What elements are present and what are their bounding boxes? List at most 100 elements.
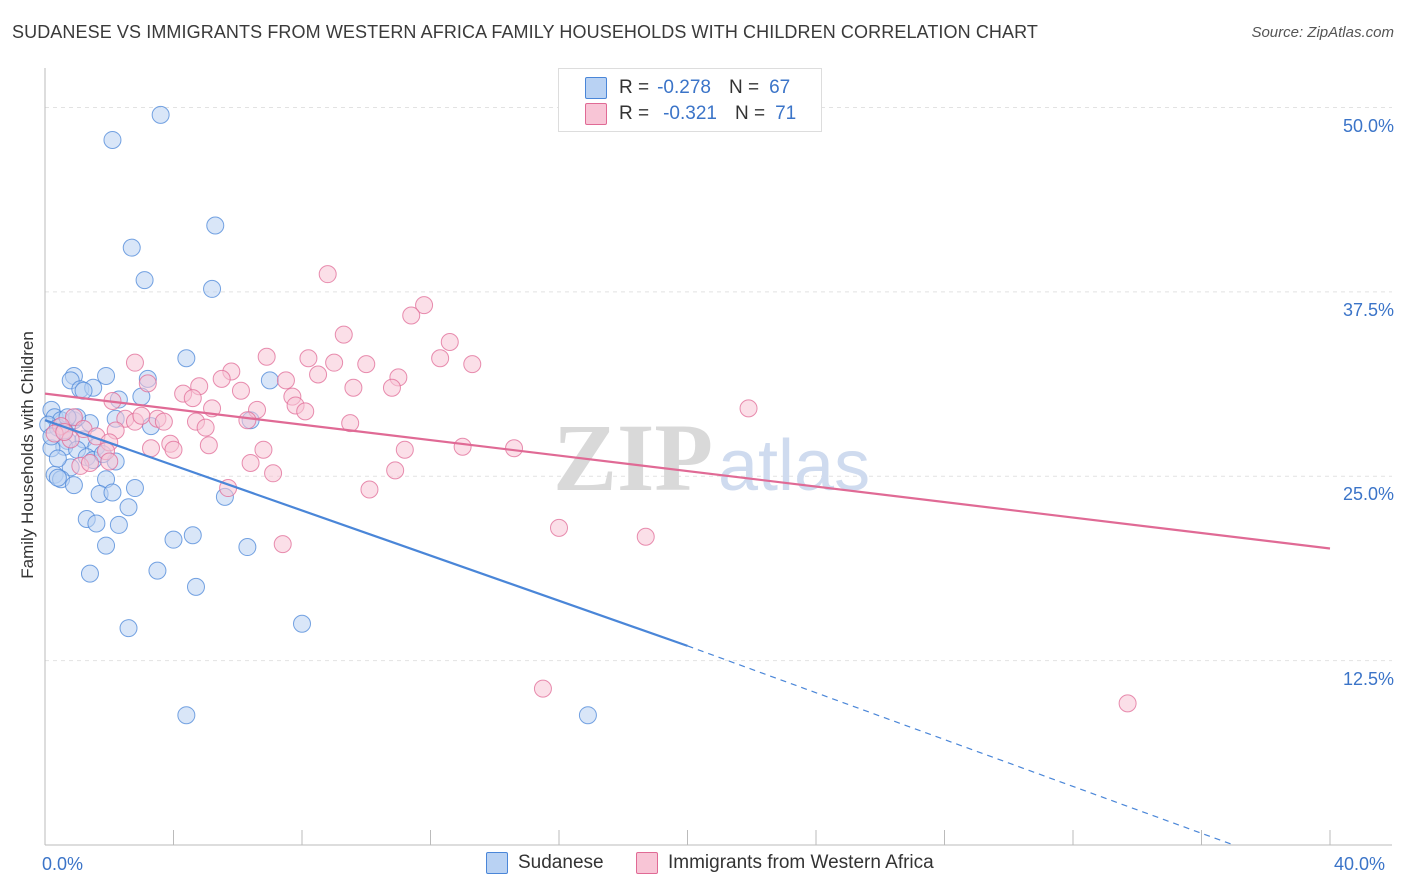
point-western-africa xyxy=(550,518,568,537)
point-western-africa xyxy=(100,452,119,471)
watermark-atlas: atlas xyxy=(718,426,870,506)
trend-line-western-africa xyxy=(44,392,1331,550)
point-sudanese xyxy=(87,514,106,533)
point-sudanese xyxy=(203,279,222,298)
legend-n-label: N = xyxy=(734,103,766,124)
point-sudanese xyxy=(578,706,597,725)
point-western-africa xyxy=(382,378,401,397)
y-tick-label: 25.0% xyxy=(1342,484,1394,505)
x-tick-label-max: 40.0% xyxy=(1334,854,1386,874)
point-western-africa xyxy=(636,527,655,546)
point-western-africa xyxy=(325,353,344,372)
axes xyxy=(44,68,1392,846)
point-western-africa xyxy=(241,453,260,472)
point-sudanese xyxy=(151,105,170,124)
point-western-africa xyxy=(386,461,405,480)
point-western-africa xyxy=(64,408,83,427)
point-sudanese xyxy=(293,614,311,633)
point-western-africa xyxy=(453,437,472,456)
point-western-africa xyxy=(1118,694,1137,713)
legend-r-label: R = xyxy=(619,103,650,124)
point-sudanese xyxy=(103,483,122,502)
y-tick-label: 12.5% xyxy=(1342,668,1394,689)
data-points xyxy=(39,105,1137,725)
point-western-africa xyxy=(212,369,231,388)
point-western-africa xyxy=(254,440,273,459)
point-western-africa xyxy=(402,306,421,325)
point-sudanese xyxy=(64,476,83,495)
chart-title: SUDANESE VS IMMIGRANTS FROM WESTERN AFRI… xyxy=(12,22,1038,42)
point-western-africa xyxy=(231,381,250,400)
bottom-legend-western-africa: Immigrants from Western Africa xyxy=(636,852,934,874)
legend-swatch-sudanese xyxy=(585,77,607,99)
point-western-africa xyxy=(357,355,376,374)
point-sudanese xyxy=(177,349,196,368)
point-western-africa xyxy=(142,439,161,458)
point-western-africa xyxy=(318,265,337,284)
point-western-africa xyxy=(273,535,292,554)
legend-n-label: N = xyxy=(728,77,760,98)
point-sudanese xyxy=(206,216,225,235)
point-sudanese xyxy=(103,130,122,149)
point-western-africa xyxy=(395,440,414,459)
point-western-africa xyxy=(344,378,363,397)
point-sudanese xyxy=(135,271,154,290)
legend-r-value: -0.278 xyxy=(657,77,711,98)
point-western-africa xyxy=(739,399,758,418)
point-sudanese xyxy=(122,238,141,257)
legend-row-sudanese: R = -0.278 N = 67 xyxy=(585,76,790,100)
point-western-africa xyxy=(296,402,315,421)
point-western-africa xyxy=(505,439,524,458)
point-western-africa xyxy=(309,365,328,384)
legend-r-value: -0.321 xyxy=(663,103,717,124)
point-sudanese xyxy=(97,536,116,555)
point-sudanese xyxy=(164,530,183,549)
point-sudanese xyxy=(260,371,279,390)
bottom-legend-swatch-sudanese xyxy=(486,852,508,874)
point-sudanese xyxy=(80,564,99,583)
legend-row-western-africa: R = -0.321 N = 71 xyxy=(585,102,796,126)
trend-line-sudanese xyxy=(44,419,688,647)
grid xyxy=(45,107,1392,662)
legend-n-value: 71 xyxy=(775,103,797,124)
legend-swatch-western-africa xyxy=(585,103,607,125)
trend-extension-sudanese xyxy=(687,645,1234,846)
point-sudanese xyxy=(109,515,128,534)
point-sudanese xyxy=(125,479,144,498)
point-western-africa xyxy=(415,296,434,315)
point-sudanese xyxy=(238,538,257,557)
bottom-legend-label-sudanese: Sudanese xyxy=(518,852,604,873)
point-western-africa xyxy=(463,355,482,374)
bottom-legend-swatch-western-africa xyxy=(636,852,658,874)
point-sudanese xyxy=(97,366,116,385)
point-sudanese xyxy=(48,468,67,487)
point-sudanese xyxy=(183,526,202,545)
point-western-africa xyxy=(533,679,552,698)
point-sudanese xyxy=(148,561,167,580)
bottom-legend-sudanese: Sudanese xyxy=(486,852,604,874)
point-western-africa xyxy=(199,436,218,455)
point-sudanese xyxy=(119,498,138,517)
point-western-africa xyxy=(154,412,173,431)
point-western-africa xyxy=(183,389,202,408)
point-sudanese xyxy=(186,577,205,596)
point-sudanese xyxy=(48,449,67,468)
point-western-africa xyxy=(360,480,379,499)
point-sudanese xyxy=(119,619,138,638)
trend-lines xyxy=(44,392,1331,846)
point-western-africa xyxy=(257,347,276,366)
legend-r-label: R = xyxy=(619,77,650,98)
point-western-africa xyxy=(164,440,183,459)
correlation-legend: R = -0.278 N = 67 R = -0.321 N = 71 xyxy=(558,68,822,132)
point-western-africa xyxy=(138,374,157,393)
point-western-africa xyxy=(276,371,295,390)
y-axis-label: Family Households with Children xyxy=(18,331,37,579)
point-sudanese xyxy=(177,706,196,725)
point-western-africa xyxy=(334,325,353,344)
x-tick-label-min: 0.0% xyxy=(42,854,84,874)
point-western-africa xyxy=(238,411,257,430)
source-credit: Source: ZipAtlas.com xyxy=(1251,24,1394,41)
point-western-africa xyxy=(264,464,283,483)
point-western-africa xyxy=(196,418,215,437)
